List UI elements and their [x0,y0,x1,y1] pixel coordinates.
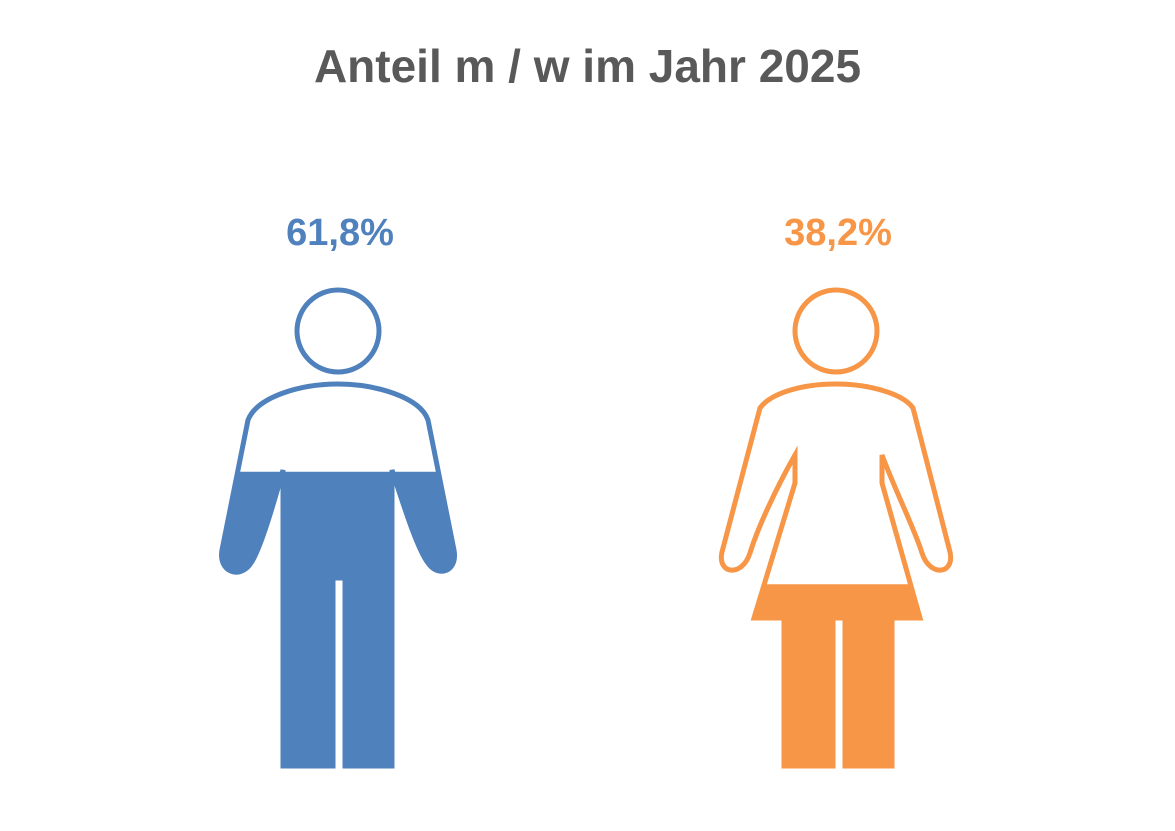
male-head [294,287,382,375]
chart-title: Anteil m / w im Jahr 2025 [313,40,862,92]
female-body-fill [754,584,920,766]
female-head [792,287,880,375]
female-body-outline [718,381,954,769]
male-person-icon [219,287,457,769]
female-percentage-label: 38,2% [784,212,892,254]
male-percentage-label: 61,8% [286,212,394,254]
female-person-icon [718,287,954,769]
male-body-fill [221,471,455,766]
